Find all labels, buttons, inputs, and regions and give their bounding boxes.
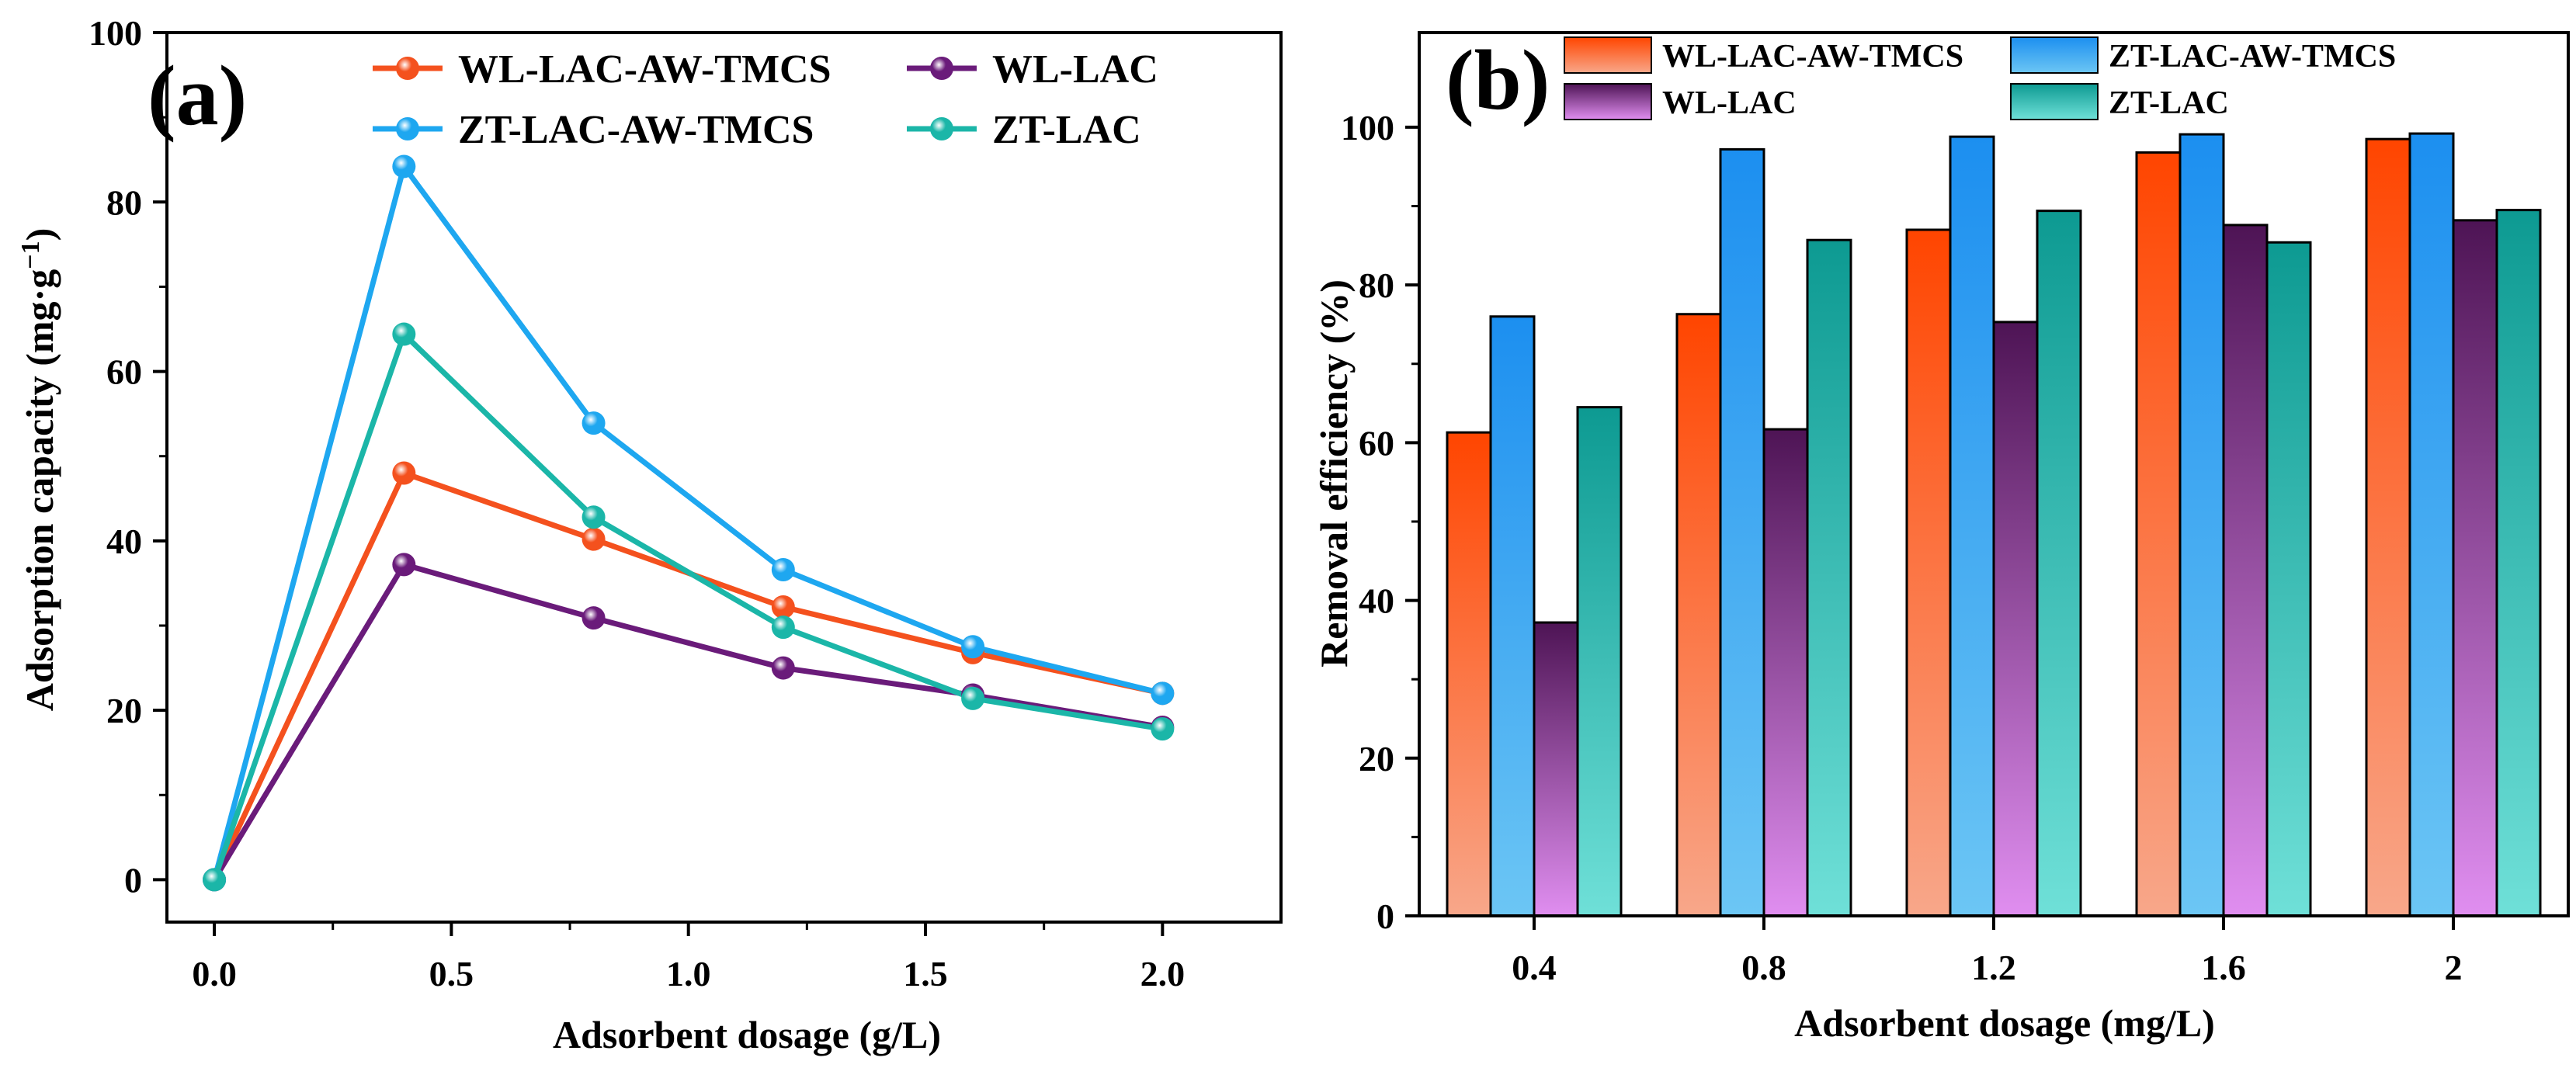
bar-zt-lac bbox=[2265, 241, 2312, 917]
legend-marker bbox=[396, 57, 419, 80]
data-point bbox=[203, 868, 227, 892]
legend-label: ZT-LAC bbox=[992, 108, 1141, 152]
data-point bbox=[582, 606, 606, 630]
legend-swatch bbox=[2010, 36, 2099, 74]
x-tick-label: 1.0 bbox=[666, 954, 711, 993]
y-tick-label: 60 bbox=[1359, 423, 1394, 463]
bar-wl-lac bbox=[1533, 621, 1579, 917]
bar-zt-lac-aw-tmcs bbox=[1489, 315, 1536, 917]
bar-wl-lac-aw-tmcs bbox=[1675, 313, 1722, 917]
data-point bbox=[961, 686, 985, 710]
y-tick-label: 80 bbox=[1359, 265, 1394, 305]
legend-swatch bbox=[1564, 83, 1652, 120]
panel-a-plot-frame bbox=[165, 31, 1283, 924]
x-tick-label: 1.5 bbox=[903, 954, 948, 993]
x-tick-label: 0.0 bbox=[192, 954, 237, 993]
y-tick-label: 0 bbox=[1377, 896, 1394, 936]
panel-a-label: (a) bbox=[148, 48, 247, 143]
panel-a-x-ticks: 0.0 0.5 1.0 1.5 2.0 bbox=[192, 922, 1185, 993]
data-point bbox=[392, 461, 416, 485]
panel-a-y-ticks: 0 20 40 60 80 100 bbox=[89, 13, 167, 900]
panel-a-line-chart: 0.0 0.5 1.0 1.5 2.0 0 20 40 60 80 100 (a) Adsorbe… bbox=[16, 13, 1283, 1056]
panel-a-data-points bbox=[203, 154, 1175, 892]
x-tick-label: 0.4 bbox=[1512, 948, 1557, 987]
series-line-wl-lac bbox=[212, 561, 1163, 882]
y-tick-label: 20 bbox=[106, 691, 142, 730]
y-tick-label: 60 bbox=[106, 352, 142, 392]
legend-label: WL-LAC bbox=[992, 47, 1158, 92]
bar-wl-lac bbox=[2222, 224, 2269, 917]
data-point bbox=[961, 635, 985, 659]
y-tick-label: 80 bbox=[106, 182, 142, 222]
panel-b-bars bbox=[1446, 132, 2542, 917]
legend-label: ZT-LAC-AW-TMCS bbox=[458, 108, 814, 152]
legend-label: WL-LAC-AW-TMCS bbox=[458, 47, 831, 92]
bar-zt-lac-aw-tmcs bbox=[1949, 135, 1995, 917]
y-tick-label: 20 bbox=[1359, 739, 1394, 778]
panel-b-x-axis-title: Adsorbent dosage (mg/L) bbox=[1794, 1001, 2215, 1045]
series-line-zt-lac-aw-tmcs bbox=[211, 163, 1164, 881]
legend-label: WL-LAC-AW-TMCS bbox=[1662, 39, 1963, 75]
data-point bbox=[392, 553, 416, 577]
panel-a-series-lines bbox=[211, 163, 1164, 882]
bar-zt-lac-aw-tmcs bbox=[2178, 133, 2225, 917]
data-point bbox=[771, 595, 795, 619]
legend-marker bbox=[396, 117, 419, 140]
data-point bbox=[1151, 717, 1175, 741]
data-point bbox=[582, 411, 606, 435]
legend-swatch bbox=[2010, 83, 2099, 120]
bar-wl-lac-aw-tmcs bbox=[1446, 431, 1492, 917]
panel-b-x-ticks: 0.4 0.8 1.2 1.6 2 bbox=[1512, 916, 2463, 987]
y-tick-label: 40 bbox=[106, 522, 142, 561]
panel-b-legend: WL-LAC-AW-TMCS ZT-LAC-AW-TMCS WL-LAC ZT-LAC bbox=[1564, 36, 2396, 121]
legend-label: ZT-LAC-AW-TMCS bbox=[2109, 39, 2396, 75]
data-point bbox=[771, 656, 795, 680]
y-tick-label: 40 bbox=[1359, 581, 1394, 621]
bar-wl-lac bbox=[1762, 428, 1809, 917]
x-tick-label: 0.8 bbox=[1741, 948, 1786, 987]
panel-b-label: (b) bbox=[1446, 33, 1550, 127]
data-point bbox=[1151, 681, 1175, 706]
data-point bbox=[392, 322, 416, 346]
bar-zt-lac-aw-tmcs bbox=[1719, 147, 1765, 917]
legend-marker bbox=[930, 57, 953, 80]
bar-zt-lac bbox=[1806, 238, 1852, 917]
y-tick-label: 100 bbox=[89, 13, 142, 53]
legend-label: ZT-LAC bbox=[2109, 85, 2229, 121]
data-point bbox=[771, 615, 795, 640]
data-point bbox=[582, 527, 606, 551]
x-tick-label: 1.2 bbox=[1971, 948, 2016, 987]
y-tick-label: 100 bbox=[1341, 108, 1394, 147]
bar-zt-lac bbox=[2036, 210, 2082, 917]
x-tick-label: 2.0 bbox=[1140, 954, 1186, 993]
panel-a-legend: WL-LAC-AW-TMCS WL-LAC ZT-LAC-AW-TMCS ZT-LAC bbox=[373, 47, 1158, 152]
legend-label: WL-LAC bbox=[1662, 85, 1797, 121]
bar-wl-lac-aw-tmcs bbox=[2365, 137, 2411, 917]
y-tick-label: 0 bbox=[124, 860, 142, 900]
data-point bbox=[582, 505, 606, 529]
series-line-wl-lac-aw-tmcs bbox=[211, 470, 1164, 881]
bar-zt-lac bbox=[2495, 209, 2542, 917]
panel-b-y-axis-title: Removal efficiency (%) bbox=[1312, 279, 1356, 668]
bar-wl-lac bbox=[1992, 321, 2039, 917]
x-tick-label: 2 bbox=[2445, 948, 2463, 987]
legend-marker bbox=[930, 117, 953, 140]
bar-wl-lac bbox=[2452, 219, 2498, 917]
panel-b-y-ticks: 0 20 40 60 80 100 bbox=[1341, 108, 1419, 936]
x-tick-label: 1.6 bbox=[2201, 948, 2246, 987]
bar-zt-lac bbox=[1576, 406, 1623, 917]
panel-b-bar-chart: 0.4 0.8 1.2 1.6 2 0 20 40 60 80 100 (b) Adsorbent… bbox=[1312, 31, 2570, 1045]
panel-a-y-axis-title: Adsorption capacity (mg·g−1) bbox=[16, 228, 61, 711]
series-line-zt-lac bbox=[211, 331, 1163, 881]
data-point bbox=[392, 154, 416, 179]
data-point bbox=[771, 557, 795, 581]
legend-swatch bbox=[1564, 36, 1652, 74]
bar-wl-lac-aw-tmcs bbox=[2135, 151, 2182, 917]
panel-a-x-axis-title: Adsorbent dosage (g/L) bbox=[553, 1013, 941, 1056]
bar-zt-lac-aw-tmcs bbox=[2408, 132, 2455, 917]
x-tick-label: 0.5 bbox=[429, 954, 474, 993]
bar-wl-lac-aw-tmcs bbox=[1905, 228, 1952, 917]
